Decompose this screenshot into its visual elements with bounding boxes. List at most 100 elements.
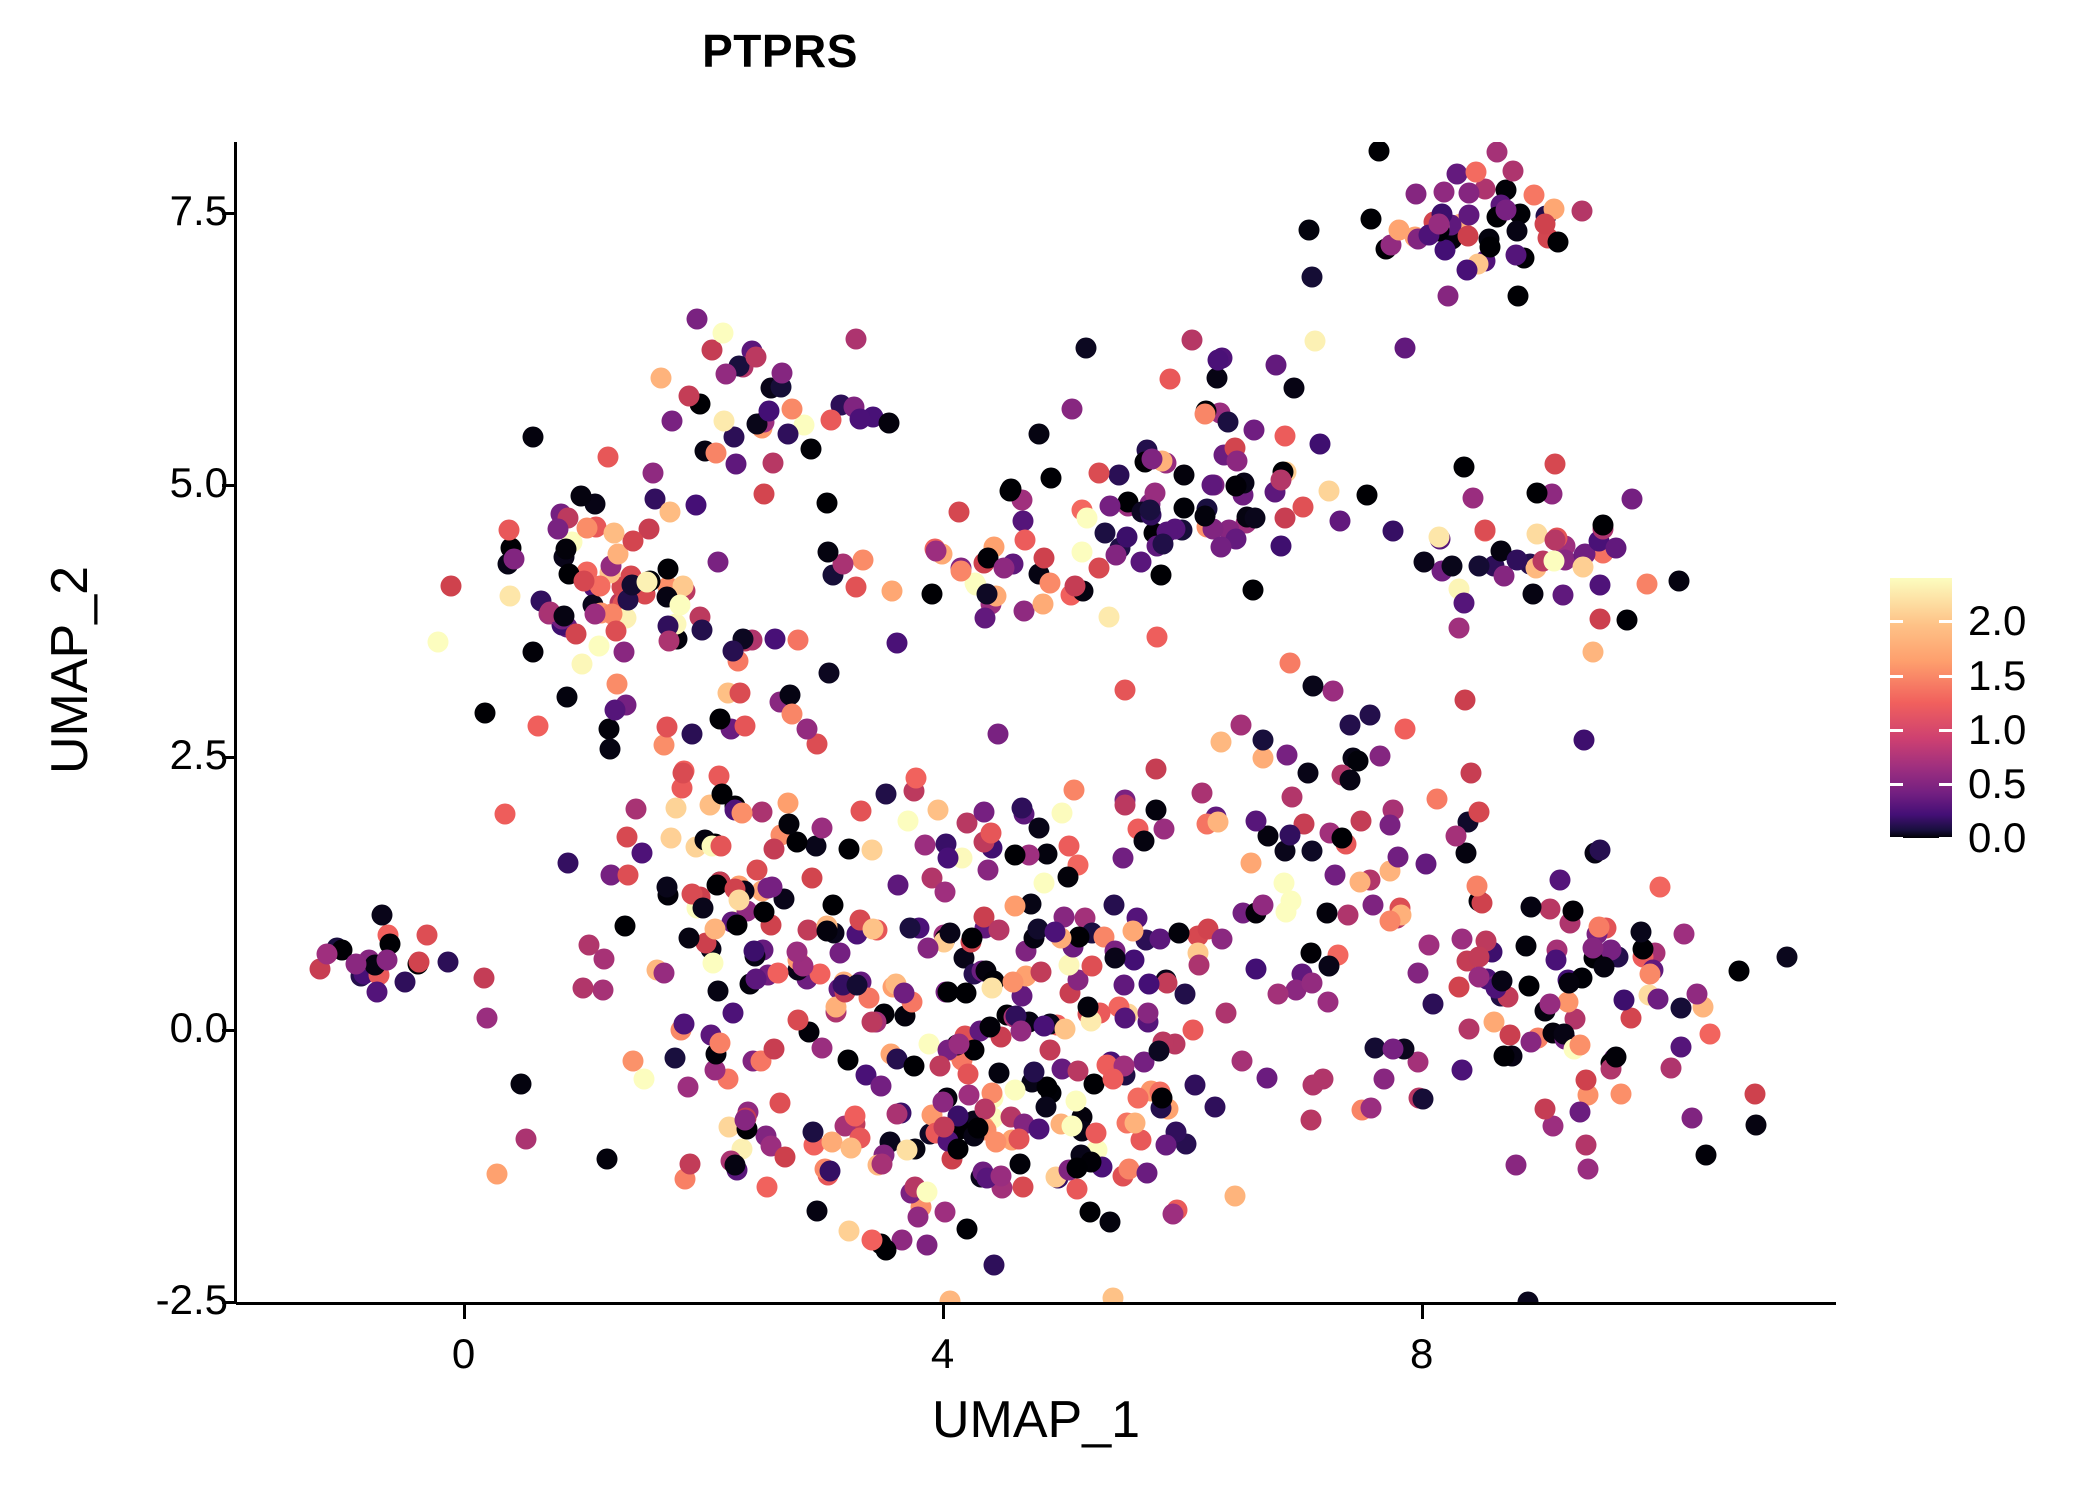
scatter-point [1356,484,1378,506]
scatter-point [1686,983,1708,1005]
scatter-point [1230,714,1252,736]
scatter-point [1298,219,1320,241]
scatter-point [846,974,868,996]
scatter-point [948,1033,970,1055]
scatter-point [881,580,903,602]
scatter-point [1495,199,1517,221]
scatter-point [1085,1122,1107,1144]
scatter-point [1364,1037,1386,1059]
scatter-point [1088,557,1110,579]
scatter-point [631,842,653,864]
scatter-point [806,1200,828,1222]
scatter-point [1210,536,1232,558]
scatter-point [1636,573,1658,595]
scatter-point [1194,505,1216,527]
scatter-point [1639,963,1661,985]
scatter-point [555,538,577,560]
scatter-point [956,1218,978,1240]
colorbar-tick-left [1890,782,1903,786]
scatter-point [486,1163,508,1185]
scatter-point [957,1063,979,1085]
scatter-point [987,723,1009,745]
scatter-point [1312,1068,1334,1090]
scatter-point [1051,802,1073,824]
scatter-point [679,1153,701,1175]
scatter-point [1549,869,1571,891]
scatter-point [1507,285,1529,307]
scatter-point [1379,814,1401,836]
scatter-point [1369,745,1391,767]
scatter-point [1426,788,1448,810]
scatter-point [1505,244,1527,266]
scatter-point [1523,184,1545,206]
scatter-point [1572,556,1594,578]
scatter-point [1243,419,1265,441]
scatter-point [709,708,731,730]
scatter-point [678,927,700,949]
scatter-point [1207,349,1229,371]
scatter-point [1012,510,1034,532]
scatter-point [1280,890,1302,912]
scatter-point [1526,523,1548,545]
y-tick-label: 0.0 [169,1003,228,1051]
scatter-point [659,501,681,523]
scatter-point [658,630,680,651]
scatter-point [903,1055,925,1077]
scatter-point [934,881,956,903]
scatter-point [1610,1083,1632,1105]
scatter-point [918,1033,940,1055]
scatter-point [756,1176,778,1198]
scatter-point [1118,1158,1140,1180]
scatter-point [861,839,883,861]
scatter-point [547,518,569,540]
scatter-point [1428,526,1450,548]
scatter-point [1387,846,1409,868]
scatter-point [1088,462,1110,484]
scatter-point [473,967,495,989]
scatter-point [1039,1039,1061,1061]
scatter-point [576,517,598,539]
scatter-point [584,603,606,625]
scatter-point [1520,1031,1542,1053]
scatter-point [947,1138,969,1160]
scatter-point [1458,1018,1480,1040]
scatter-point [845,576,867,598]
y-tick-label: 2.5 [169,731,228,779]
scatter-point [1407,962,1429,984]
scatter-point [1058,954,1080,976]
colorbar-tick-left [1890,728,1903,732]
scatter-point [1035,1096,1057,1118]
scatter-point [606,673,628,695]
scatter-point [553,605,575,627]
colorbar-tick-label: 2.0 [1968,597,2027,645]
scatter-point [707,551,729,573]
scatter-point [1458,182,1480,204]
scatter-point [781,703,803,725]
scatter-point [1174,983,1196,1005]
scatter-point [1079,1201,1101,1223]
scatter-point [677,1076,699,1098]
scatter-plot-area [236,142,1836,1302]
scatter-point [973,801,995,823]
scatter-point [607,543,629,565]
scatter-point [1028,817,1050,839]
scatter-point [929,1055,951,1077]
scatter-point [1451,1059,1473,1081]
scatter-point [1270,469,1292,491]
scatter-point [777,792,799,814]
scatter-point [653,962,675,984]
scatter-point [1451,928,1473,950]
scatter-point [685,494,707,516]
scatter-point [510,1073,532,1095]
scatter-point [850,800,872,822]
scatter-point [1407,1051,1429,1073]
scatter-point [669,594,691,616]
scatter-point [916,1181,938,1203]
scatter-point [1316,902,1338,924]
scatter-point [1394,718,1416,740]
scatter-point [1453,592,1475,614]
scatter-point [1201,474,1223,496]
scatter-point [878,412,900,434]
scatter-point [1270,535,1292,557]
scatter-point [711,783,733,804]
